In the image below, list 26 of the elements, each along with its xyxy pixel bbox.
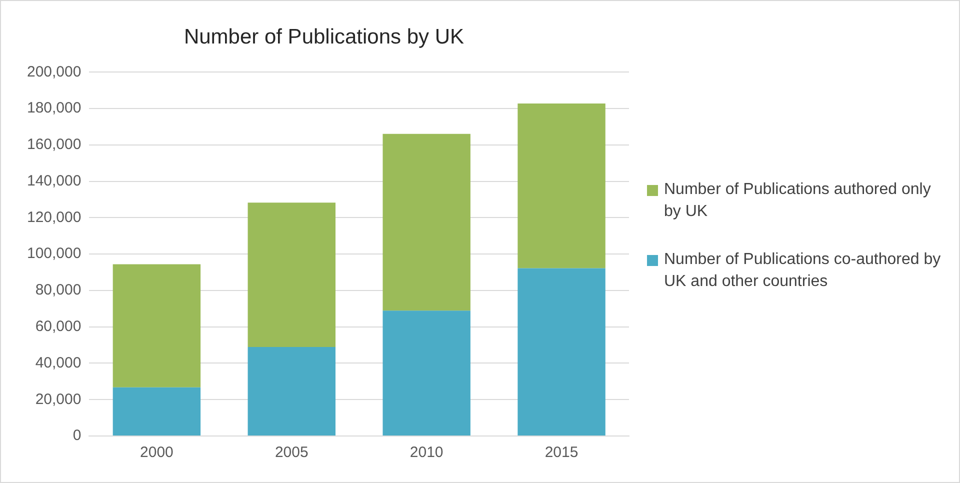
y-tick-label: 180,000	[26, 100, 82, 117]
y-tick-label: 40,000	[35, 354, 82, 372]
x-tick-label: 2015	[544, 444, 578, 462]
y-tick-label: 80,000	[35, 282, 82, 299]
y-tick-label: 20,000	[35, 390, 82, 408]
y-tick-label: 100,000	[26, 245, 82, 262]
legend-label: Number of Publications authored only by UK	[664, 180, 932, 222]
y-tick-label: 160,000	[26, 136, 82, 154]
bar	[112, 387, 201, 436]
y-tick-label: 140,000	[26, 172, 82, 190]
x-tick-label: 2010	[410, 444, 444, 462]
bar	[518, 268, 606, 436]
y-tick-label: 200,000	[26, 63, 82, 80]
bar	[248, 347, 336, 436]
y-tick-label: 60,000	[35, 318, 82, 335]
y-tick-label: 120,000	[26, 208, 82, 226]
chart-title: Number of Publications by UK	[184, 25, 464, 48]
x-tick-label: 2000	[140, 444, 174, 462]
legend-label: Number of Publications co-authored by UK and other countries	[664, 250, 942, 292]
bar	[382, 134, 470, 311]
bar	[518, 103, 606, 268]
bar	[248, 202, 336, 348]
bar	[382, 310, 470, 436]
bar	[112, 264, 201, 388]
y-tick-label: 0	[72, 427, 82, 444]
x-tick-label: 2005	[274, 444, 308, 462]
